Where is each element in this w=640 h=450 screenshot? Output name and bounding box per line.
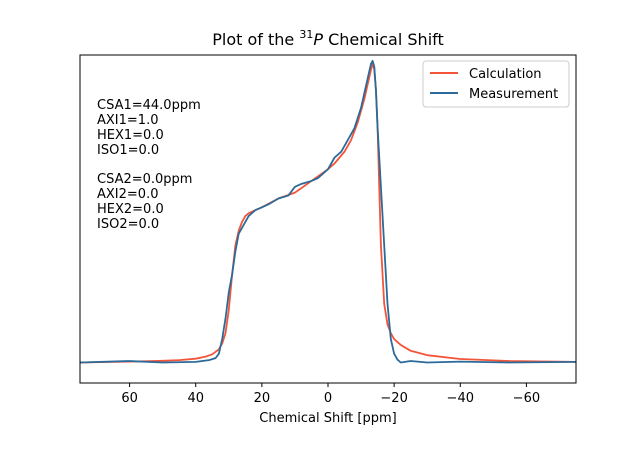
plot-lines <box>79 59 577 364</box>
legend-box <box>422 60 570 108</box>
annotation-csa2: CSA2=0.0ppm <box>97 172 192 187</box>
annotation-iso2: ISO2=0.0 <box>97 217 159 232</box>
x-tick-label: −20 <box>380 391 407 406</box>
x-tick-label: 0 <box>324 391 332 406</box>
x-tick-label: 60 <box>121 391 138 406</box>
x-tick-label: 20 <box>254 391 271 406</box>
x-tick-label: −40 <box>447 391 474 406</box>
annotation-csa1: CSA1=44.0ppm <box>97 98 201 113</box>
legend: Calculation Measurement <box>422 60 570 108</box>
annotation-iso1: ISO1=0.0 <box>97 143 159 158</box>
annotation-hex1: HEX1=0.0 <box>97 128 164 143</box>
parameter-annotations: CSA1=44.0ppm AXI1=1.0 HEX1=0.0 ISO1=0.0 … <box>97 98 201 232</box>
annotation-hex2: HEX2=0.0 <box>97 202 164 217</box>
legend-label-measurement: Measurement <box>469 87 558 102</box>
chart-title: Plot of the 31P Chemical Shift <box>212 28 444 49</box>
x-axis-ticks: 60 40 20 0 −20 −40 −60 <box>121 383 540 406</box>
legend-label-calculation: Calculation <box>469 67 542 82</box>
annotation-axi2: AXI2=0.0 <box>97 187 158 202</box>
x-tick-label: −60 <box>513 391 540 406</box>
axes-frame <box>79 54 577 384</box>
series-line-measurement <box>79 59 577 364</box>
x-axis-label: Chemical Shift [ppm] <box>259 411 396 426</box>
x-tick-label: 40 <box>187 391 204 406</box>
annotation-axi1: AXI1=1.0 <box>97 113 158 128</box>
